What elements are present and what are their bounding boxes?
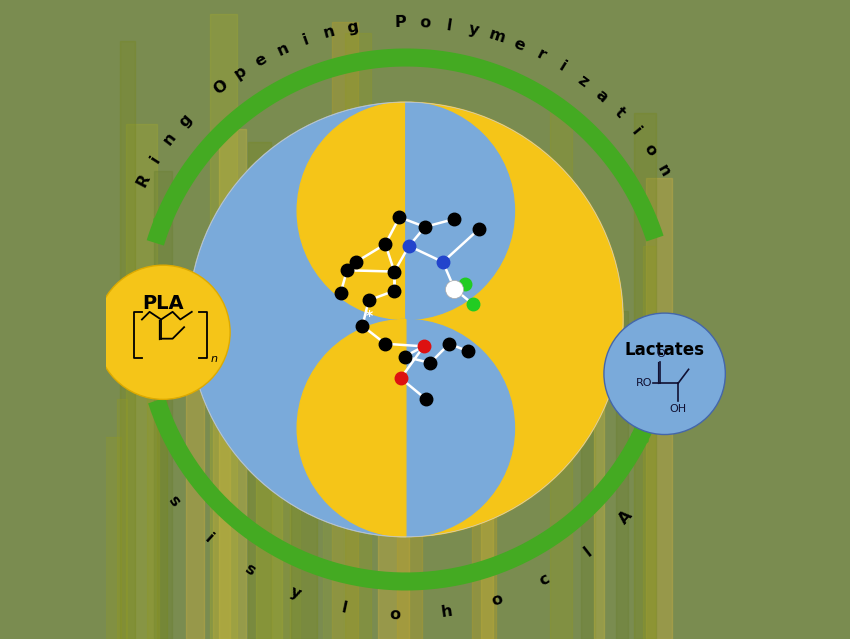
Text: OH: OH [670,404,687,415]
Text: A: A [615,507,635,527]
Circle shape [604,313,725,435]
Text: o: o [641,142,660,159]
Text: PLA: PLA [142,294,184,313]
Text: i: i [201,532,215,546]
Bar [581,257,595,639]
Text: i: i [556,59,569,75]
Text: o: o [490,592,505,609]
Text: o: o [419,15,431,31]
Wedge shape [189,102,405,537]
Text: t: t [611,105,627,121]
Circle shape [189,102,623,537]
Bar [99,437,121,639]
Text: n: n [321,24,336,42]
Text: i: i [628,124,643,138]
Circle shape [298,320,514,537]
Bar [147,287,159,639]
Wedge shape [298,320,405,537]
Text: R: R [134,171,153,189]
Bar [332,22,358,639]
Text: g: g [345,19,360,36]
Text: e: e [252,51,269,69]
Text: O: O [656,349,665,359]
Text: O: O [211,77,230,97]
Text: *: * [366,309,373,323]
Text: i: i [300,32,310,48]
Bar [616,311,628,639]
Text: c: c [536,571,552,589]
Bar [290,373,300,639]
Bar [378,442,409,639]
Bar [257,429,282,639]
Bar [481,248,493,639]
Bar [213,366,230,639]
Text: h: h [440,604,454,620]
Bar [643,246,654,639]
Text: l: l [340,601,348,616]
Text: n: n [654,162,672,180]
Bar [397,196,422,639]
Text: n: n [211,354,218,364]
Text: y: y [287,584,303,602]
Bar [248,142,271,639]
Bar [120,40,135,639]
Bar [116,399,127,639]
Text: y: y [467,22,479,38]
Text: z: z [575,72,591,89]
Wedge shape [405,102,514,320]
Text: p: p [231,63,249,82]
Text: r: r [535,47,548,64]
Bar [219,129,246,639]
Text: i: i [148,153,163,166]
Bar [127,125,157,639]
Text: o: o [390,607,401,622]
Text: RO: RO [636,378,652,389]
Bar [155,171,173,639]
Text: g: g [176,111,195,130]
Text: n: n [161,130,179,148]
Bar [186,316,203,639]
Bar [345,33,371,639]
Circle shape [96,265,230,399]
Text: m: m [486,27,507,46]
Text: l: l [581,544,594,560]
Text: s: s [164,493,182,510]
Text: l: l [445,18,453,33]
Bar [594,358,604,639]
Text: P: P [394,15,406,30]
Text: s: s [241,561,258,579]
Bar [550,107,572,639]
Bar [473,426,496,639]
Text: Lactates: Lactates [625,341,705,358]
Bar [292,302,317,639]
Bar [272,196,290,639]
Bar [634,113,656,639]
Bar [210,13,237,639]
Bar [323,321,344,639]
Text: n: n [275,40,292,58]
Bar [646,178,672,639]
Circle shape [298,102,514,320]
Bar [156,360,167,639]
Text: e: e [512,36,527,54]
Text: a: a [592,87,610,105]
